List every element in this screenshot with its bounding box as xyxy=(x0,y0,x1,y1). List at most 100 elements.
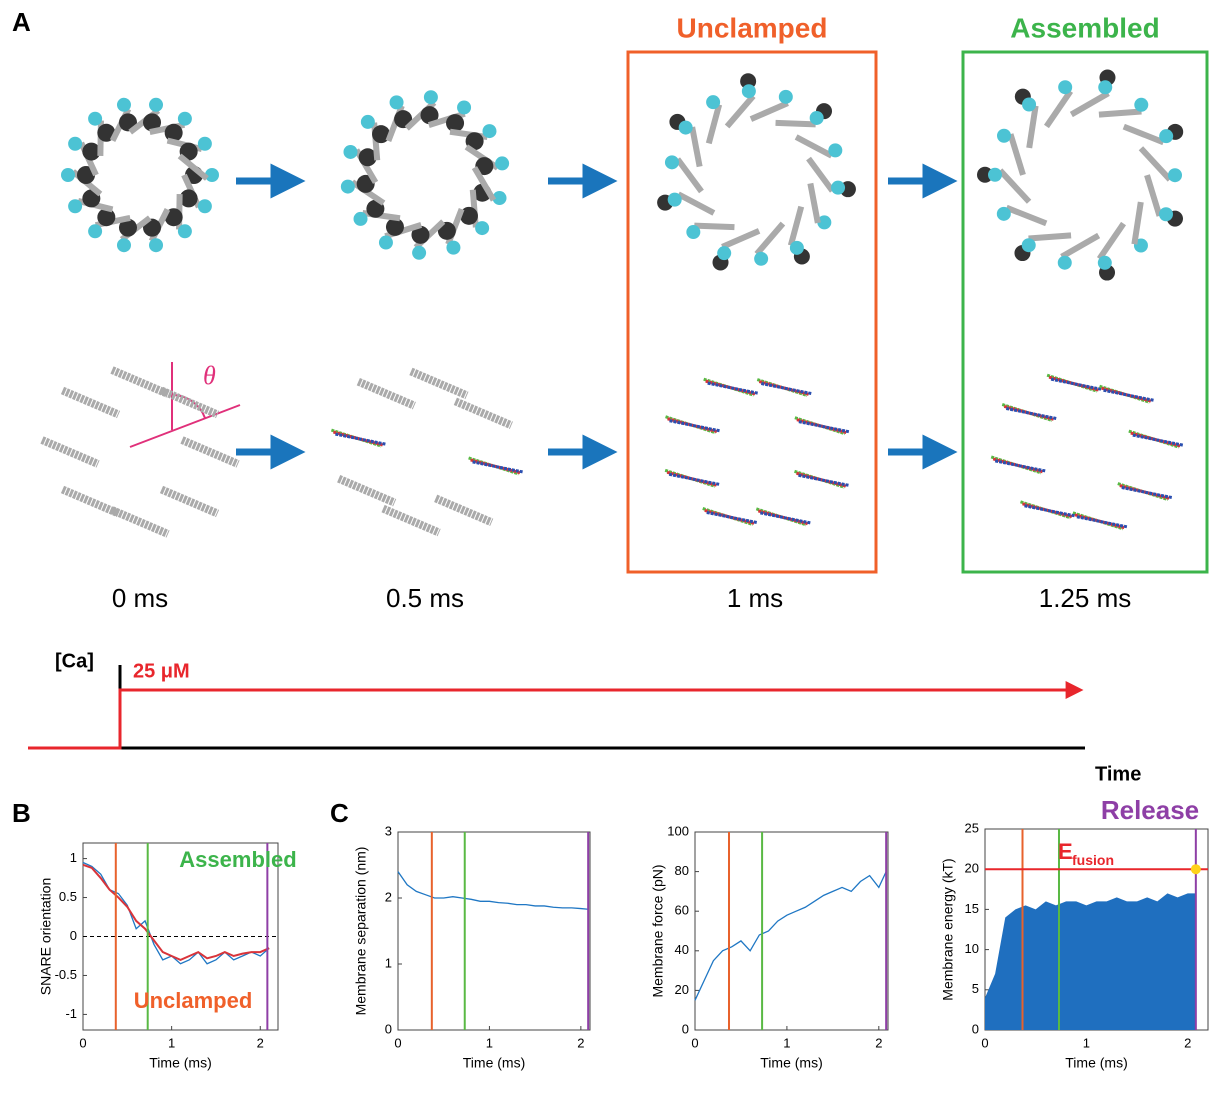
y-tick-label: 5 xyxy=(972,981,979,996)
cyan-domain xyxy=(178,224,192,238)
cyan-domain xyxy=(1168,168,1182,182)
cyan-domain xyxy=(61,168,75,182)
cyan-domain xyxy=(178,112,192,126)
figure: A B C Release θ [Ca] 25 μM Time 0 ms0.5 … xyxy=(0,0,1210,1092)
x-tick-label: 2 xyxy=(577,1035,584,1050)
gray-rod xyxy=(112,370,168,394)
arrows xyxy=(236,181,940,452)
gray-rod xyxy=(1029,235,1072,238)
y-tick-label: 0 xyxy=(385,1021,392,1036)
gray-rod xyxy=(1011,134,1023,175)
cyan-domain xyxy=(679,121,693,135)
molecule-ring xyxy=(331,90,522,532)
cyan-domain xyxy=(665,155,679,169)
dark-domain xyxy=(446,114,464,132)
cyan-domain xyxy=(686,225,700,239)
cyan-domain xyxy=(482,124,496,138)
ca-conc: 25 μM xyxy=(133,660,190,682)
cyan-domain xyxy=(412,246,426,260)
cyan-domain xyxy=(668,193,682,207)
y-tick-label: 100 xyxy=(667,823,689,838)
cyan-domain xyxy=(742,84,756,98)
x-tick-label: 0 xyxy=(691,1035,698,1050)
y-tick-label: 2 xyxy=(385,889,392,904)
cyan-domain xyxy=(198,137,212,151)
gray-rod xyxy=(1099,111,1142,114)
molecule-ring xyxy=(977,70,1183,529)
cyan-domain xyxy=(149,238,163,252)
cyan-domain xyxy=(390,95,404,109)
gray-rod xyxy=(358,382,414,406)
cyan-domain xyxy=(831,181,845,195)
gray-rod xyxy=(182,440,238,464)
y-tick-label: 0.5 xyxy=(59,889,77,904)
cyan-domain xyxy=(117,98,131,112)
x-axis-label: Time (ms) xyxy=(760,1055,822,1071)
cyan-domain xyxy=(1022,98,1036,112)
cyan-domain xyxy=(997,129,1011,143)
gray-rod xyxy=(161,391,217,415)
cyan-domain xyxy=(1159,129,1173,143)
gray-rod xyxy=(1007,208,1047,224)
stage-time: 0.5 ms xyxy=(386,583,464,613)
plot-area xyxy=(398,832,590,1030)
gray-rod xyxy=(1134,202,1140,244)
gray-rod xyxy=(776,123,816,124)
panel-label: A xyxy=(12,7,31,37)
x-tick-label: 2 xyxy=(1184,1035,1191,1050)
gray-rod xyxy=(1029,106,1035,148)
y-tick-label: 3 xyxy=(385,823,392,838)
y-tick-label: 10 xyxy=(965,941,979,956)
gray-rod xyxy=(1046,91,1070,126)
gray-rod xyxy=(63,489,119,513)
y-tick-label: 60 xyxy=(675,903,689,918)
gray-rod xyxy=(339,479,395,503)
cyan-domain xyxy=(149,98,163,112)
gray-rod xyxy=(722,231,759,247)
x-tick-label: 0 xyxy=(981,1035,988,1050)
cyan-domain xyxy=(495,156,509,170)
x-tick-label: 1 xyxy=(168,1035,175,1050)
y-tick-label: 25 xyxy=(965,820,979,835)
cyan-domain xyxy=(1058,256,1072,270)
threshold-subscript: fusion xyxy=(1072,852,1114,868)
cyan-domain xyxy=(68,199,82,213)
y-tick-label: 0 xyxy=(972,1021,979,1036)
cyan-domain xyxy=(341,180,355,194)
gray-rod xyxy=(1099,224,1123,259)
molecule-ring xyxy=(42,98,238,534)
cyan-domain xyxy=(779,90,793,104)
annotation: Unclamped xyxy=(134,988,253,1013)
cyan-domain xyxy=(1058,80,1072,94)
annotation: Assembled xyxy=(179,847,296,872)
cyan-domain xyxy=(68,137,82,151)
release-label: Release xyxy=(1101,795,1199,825)
threshold-label: E xyxy=(1058,839,1073,864)
x-tick-label: 2 xyxy=(875,1035,882,1050)
y-tick-label: 20 xyxy=(965,861,979,876)
y-axis-label: Membrane separation (nm) xyxy=(353,847,369,1016)
y-axis-label: SNARE orientation xyxy=(38,878,54,996)
y-axis-label: Membrane force (pN) xyxy=(650,864,666,997)
y-tick-label: 20 xyxy=(675,982,689,997)
cyan-domain xyxy=(198,199,212,213)
y-tick-label: -0.5 xyxy=(55,967,77,982)
x-tick-label: 2 xyxy=(257,1035,264,1050)
dark-domain xyxy=(386,218,404,236)
x-tick-label: 1 xyxy=(486,1035,493,1050)
x-tick-label: 1 xyxy=(783,1035,790,1050)
cyan-domain xyxy=(790,241,804,255)
gray-rod xyxy=(42,440,98,464)
stage-title: Assembled xyxy=(1010,12,1159,43)
gray-rod xyxy=(1124,127,1164,143)
gray-rod xyxy=(757,224,783,254)
cyan-domain xyxy=(88,224,102,238)
gray-rod xyxy=(727,96,753,126)
cyan-domain xyxy=(706,95,720,109)
stage-time: 1 ms xyxy=(727,583,783,613)
cyan-domain xyxy=(424,90,438,104)
x-axis-label: Time (ms) xyxy=(1065,1055,1127,1071)
cyan-domain xyxy=(1098,256,1112,270)
gray-rod xyxy=(1141,148,1170,179)
stage-time: 0 ms xyxy=(112,583,168,613)
